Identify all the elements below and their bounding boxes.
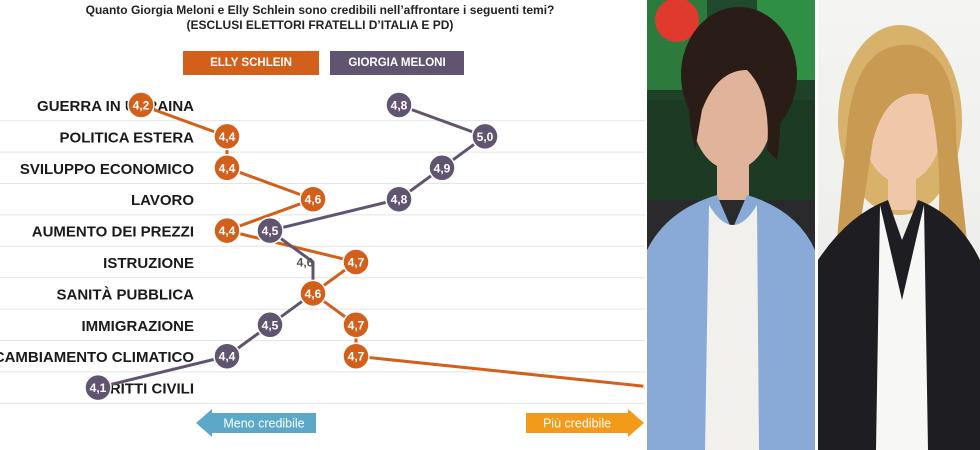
arrow-meno-credibile-label: Meno credibile <box>223 417 304 431</box>
category-label: GUERRA IN UCRAINA <box>37 98 194 115</box>
photo-elly-schlein <box>647 0 815 450</box>
data-point-schlein <box>299 185 327 213</box>
data-point-schlein <box>213 216 241 245</box>
data-label-meloni: 4,9 <box>434 161 451 175</box>
data-label-schlein: 4,4 <box>219 130 236 144</box>
category-label: POLITICA ESTERA <box>60 129 195 146</box>
photo-giorgia-meloni <box>818 0 980 450</box>
data-label-meloni: 4,6 <box>297 256 314 270</box>
arrow-piu-credibile-shape <box>526 409 644 437</box>
legend-meloni: GIORGIA MELONI <box>330 51 464 75</box>
data-label-meloni: 4,5 <box>262 224 279 238</box>
data-label-schlein: 4,4 <box>219 224 236 238</box>
data-label-meloni: 4,8 <box>391 99 408 113</box>
chart-title: Quanto Giorgia Meloni e Elly Schlein son… <box>85 3 555 17</box>
data-point-schlein <box>213 154 241 182</box>
data-point-schlein <box>342 342 370 370</box>
chart-subtitle: (ESCLUSI ELETTORI FRATELLI D’ITALIA E PD… <box>186 18 454 32</box>
data-point-meloni <box>256 311 284 339</box>
data-label-schlein: 4,7 <box>348 350 365 364</box>
category-label: ISTRUZIONE <box>103 255 194 272</box>
data-label-schlein: 4,4 <box>219 161 236 175</box>
arrow-piu-credibile-label: Più credibile <box>543 417 611 431</box>
data-label-schlein: 4,6 <box>305 287 322 301</box>
photo-giorgia-meloni-illustration <box>818 25 980 450</box>
category-label: CAMBIAMENTO CLIMATICO <box>0 349 194 366</box>
series-line-meloni <box>97 103 489 390</box>
photo-elly-schlein-illustration <box>647 0 815 450</box>
data-point-schlein <box>643 380 645 395</box>
data-point-meloni <box>213 342 241 370</box>
data-label-schlein: 4,7 <box>348 318 365 332</box>
data-label-meloni: 4,4 <box>219 350 236 364</box>
data-label-meloni: 4,1 <box>90 381 107 395</box>
data-point-schlein <box>342 311 370 339</box>
data-point-schlein <box>342 248 370 276</box>
category-label: SANITÀ PUBBLICA <box>57 286 195 303</box>
data-point-schlein <box>299 279 327 308</box>
chart-area: GUERRA IN UCRAINA POLITICA ESTERA SVILUPPO… <box>0 91 645 437</box>
data-point-meloni <box>385 91 413 119</box>
legend-schlein: ELLY SCHLEIN <box>183 51 319 75</box>
category-label: AUMENTO DEI PREZZI <box>32 224 194 241</box>
data-point-meloni <box>385 185 413 213</box>
data-label-schlein: 4,7 <box>348 256 365 270</box>
arrow-meno-credibile-shape <box>196 409 316 437</box>
category-label: LAVORO <box>131 192 194 209</box>
data-point-meloni <box>256 216 284 245</box>
category-label: DIRITTI CIVILI <box>95 381 194 398</box>
data-label-meloni: 4,5 <box>262 318 279 332</box>
data-point-schlein <box>213 122 241 151</box>
data-point-schlein <box>127 91 155 119</box>
category-label: SVILUPPO ECONOMICO <box>20 161 195 178</box>
data-label-meloni: 5,0 <box>477 130 494 144</box>
data-point-meloni <box>471 122 499 151</box>
data-label-meloni: 4,8 <box>391 193 408 207</box>
data-point-meloni <box>428 154 456 182</box>
data-label-schlein: 4,2 <box>133 99 150 113</box>
category-label: IMMIGRAZIONE <box>82 318 195 335</box>
data-point-meloni <box>84 373 112 402</box>
data-label-schlein: 4,6 <box>305 193 322 207</box>
